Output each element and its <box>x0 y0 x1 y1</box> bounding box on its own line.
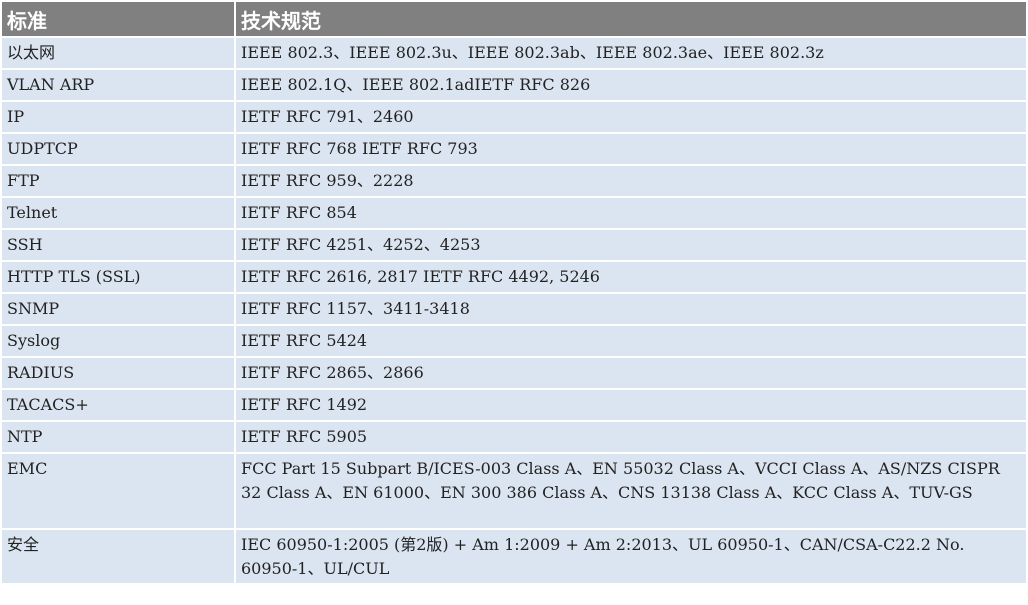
table-row: NTP IETF RFC 5905 <box>0 420 1028 454</box>
table-row: 安全 IEC 60950-1:2005 (第2版) + Am 1:2009 + A… <box>0 528 1028 585</box>
table-row: 以太网 IEEE 802.3、IEEE 802.3u、IEEE 802.3ab、I… <box>0 36 1028 70</box>
spec-cell: IETF RFC 1492 <box>234 388 1028 422</box>
table-row: HTTP TLS (SSL) IETF RFC 2616, 2817 IETF R… <box>0 260 1028 294</box>
spec-cell: FCC Part 15 Subpart B/ICES-003 Class A、E… <box>234 452 1028 530</box>
table-row: VLAN ARP IEEE 802.1Q、IEEE 802.1adIETF RFC… <box>0 68 1028 102</box>
header-standard: 标准 <box>0 0 236 38</box>
header-row: 标准 技术规范 <box>0 0 1028 38</box>
table-row: FTP IETF RFC 959、2228 <box>0 164 1028 198</box>
standard-cell: 以太网 <box>0 36 236 70</box>
spec-cell: IETF RFC 768 IETF RFC 793 <box>234 132 1028 166</box>
standard-cell: SSH <box>0 228 236 262</box>
spec-cell: IETF RFC 5905 <box>234 420 1028 454</box>
spec-cell: IETF RFC 5424 <box>234 324 1028 358</box>
standard-cell: RADIUS <box>0 356 236 390</box>
table-row: RADIUS IETF RFC 2865、2866 <box>0 356 1028 390</box>
spec-cell: IEC 60950-1:2005 (第2版) + Am 1:2009 + Am … <box>234 528 1028 585</box>
table-row: SNMP IETF RFC 1157、3411-3418 <box>0 292 1028 326</box>
standard-cell: TACACS+ <box>0 388 236 422</box>
spec-cell: IETF RFC 2616, 2817 IETF RFC 4492, 5246 <box>234 260 1028 294</box>
table-row: Syslog IETF RFC 5424 <box>0 324 1028 358</box>
table-row: SSH IETF RFC 4251、4252、4253 <box>0 228 1028 262</box>
header-spec: 技术规范 <box>234 0 1028 38</box>
table-row: UDPTCP IETF RFC 768 IETF RFC 793 <box>0 132 1028 166</box>
standard-cell: Telnet <box>0 196 236 230</box>
table-row: EMC FCC Part 15 Subpart B/ICES-003 Class … <box>0 452 1028 530</box>
spec-cell: IETF RFC 4251、4252、4253 <box>234 228 1028 262</box>
standard-cell: FTP <box>0 164 236 198</box>
standard-cell: IP <box>0 100 236 134</box>
standard-cell: Syslog <box>0 324 236 358</box>
spec-cell: IEEE 802.3、IEEE 802.3u、IEEE 802.3ab、IEEE… <box>234 36 1028 70</box>
standards-table: 标准 技术规范 以太网 IEEE 802.3、IEEE 802.3u、IEEE 8… <box>0 0 1028 585</box>
table-row: TACACS+ IETF RFC 1492 <box>0 388 1028 422</box>
standard-cell: NTP <box>0 420 236 454</box>
table-row: IP IETF RFC 791、2460 <box>0 100 1028 134</box>
spec-cell: IETF RFC 854 <box>234 196 1028 230</box>
standard-cell: UDPTCP <box>0 132 236 166</box>
spec-cell: IETF RFC 1157、3411-3418 <box>234 292 1028 326</box>
table-row: Telnet IETF RFC 854 <box>0 196 1028 230</box>
standard-cell: 安全 <box>0 528 236 585</box>
spec-cell: IETF RFC 791、2460 <box>234 100 1028 134</box>
spec-cell: IETF RFC 959、2228 <box>234 164 1028 198</box>
standard-cell: EMC <box>0 452 236 530</box>
spec-cell: IETF RFC 2865、2866 <box>234 356 1028 390</box>
standard-cell: VLAN ARP <box>0 68 236 102</box>
spec-cell: IEEE 802.1Q、IEEE 802.1adIETF RFC 826 <box>234 68 1028 102</box>
standard-cell: HTTP TLS (SSL) <box>0 260 236 294</box>
standard-cell: SNMP <box>0 292 236 326</box>
